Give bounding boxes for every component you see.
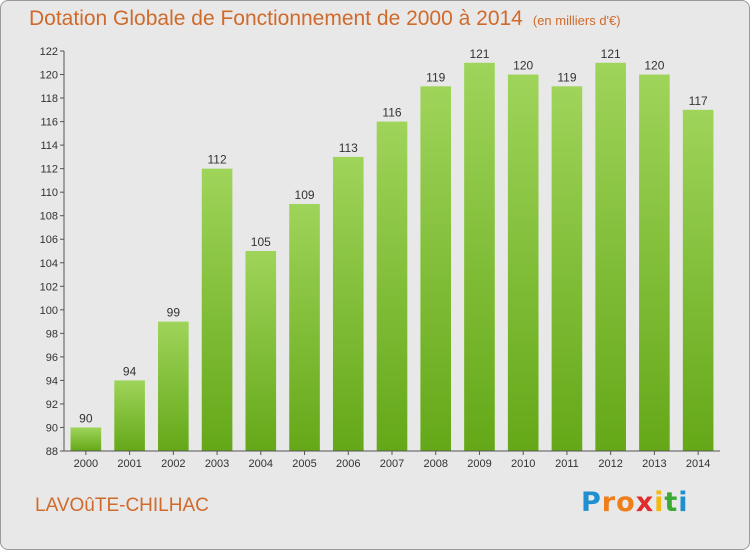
x-tick-label-2008: 2008 [423, 458, 447, 470]
data-label-2005: 109 [295, 188, 315, 202]
x-tick-label-2011: 2011 [555, 458, 579, 470]
x-tick-label-2001: 2001 [117, 458, 141, 470]
x-tick-label-2009: 2009 [467, 458, 491, 470]
data-label-2002: 99 [167, 306, 181, 320]
x-tick-label-2004: 2004 [249, 458, 273, 470]
y-tick-label: 102 [40, 281, 58, 293]
y-tick-label: 92 [46, 399, 58, 411]
bar-2013 [639, 74, 670, 451]
y-tick-label: 96 [46, 352, 58, 364]
x-axis: 2000 2001 2002 2003 2004 2005 2006 2007 2008 2009… [64, 450, 720, 470]
data-label-2013: 120 [644, 59, 664, 73]
commune-name: LAVOûTE-CHILHAC [35, 495, 209, 516]
bar-2011 [551, 86, 583, 451]
logo-letter: x [635, 487, 655, 518]
bar-2003 [201, 168, 233, 451]
logo-letter: i [654, 487, 665, 518]
bar-2009 [464, 62, 495, 451]
y-tick-label: 106 [40, 234, 58, 246]
data-label-2001: 94 [123, 364, 137, 378]
bar-2007 [376, 121, 408, 452]
bar-2014 [682, 109, 714, 451]
logo-letter: o [616, 487, 636, 518]
x-tick-label-2003: 2003 [205, 458, 229, 470]
y-tick-label: 88 [46, 446, 58, 458]
data-label-2009: 121 [469, 47, 489, 61]
x-tick-label-2010: 2010 [511, 458, 535, 470]
data-label-2012: 121 [601, 47, 621, 61]
bar-2001 [114, 380, 145, 451]
y-axis: 88 90 92 94 96 98 100 102 104 106 108 110 112 114 116 1… [40, 46, 65, 458]
bars: 90 94 99 112 105 109 113 116 119 121 120 119 121 120 1… [70, 47, 714, 452]
x-tick-label-2005: 2005 [292, 458, 316, 470]
bar-2006 [332, 156, 364, 451]
y-tick-label: 110 [40, 187, 58, 199]
bar-2004 [245, 251, 277, 451]
bar-2000 [70, 427, 102, 451]
logo-letter: P [581, 487, 602, 518]
bar-2008 [420, 86, 452, 451]
bar-2002 [158, 321, 189, 451]
logo-letter: t [664, 487, 679, 518]
chart-title: Dotation Globale de Fonctionnement de 20… [29, 7, 621, 31]
x-tick-label-2007: 2007 [380, 458, 404, 470]
data-label-2010: 120 [513, 59, 533, 73]
x-tick-label-2013: 2013 [642, 458, 666, 470]
y-tick-label: 94 [46, 375, 58, 387]
data-label-2008: 119 [426, 70, 445, 84]
y-tick-label: 112 [40, 164, 58, 176]
x-tick-label-2002: 2002 [161, 458, 185, 470]
y-tick-label: 100 [40, 305, 58, 317]
y-tick-label: 120 [40, 70, 58, 82]
x-tick-label-2006: 2006 [336, 458, 360, 470]
proxiti-logo[interactable]: Proxiti [581, 487, 689, 518]
y-tick-label: 118 [40, 93, 58, 105]
data-label-2006: 113 [339, 141, 358, 155]
data-label-2014: 117 [689, 94, 708, 108]
logo-letter: i [678, 487, 689, 518]
title-text: Dotation Globale de Fonctionnement de 20… [29, 7, 523, 30]
chart-subtitle: (en milliers d'€) [532, 13, 621, 28]
y-tick-label: 104 [40, 258, 58, 270]
data-label-2004: 105 [251, 235, 271, 249]
x-tick-label-2000: 2000 [74, 458, 98, 470]
y-tick-label: 116 [40, 117, 58, 129]
bar-2012 [595, 62, 626, 451]
data-label-2007: 116 [382, 106, 401, 120]
x-tick-label-2014: 2014 [686, 458, 710, 470]
bar-2010 [507, 74, 539, 451]
bar-2005 [289, 203, 320, 451]
y-tick-label: 108 [40, 211, 58, 223]
y-tick-label: 122 [40, 46, 58, 58]
data-label-2011: 119 [557, 70, 576, 84]
data-label-2000: 90 [79, 411, 93, 425]
y-tick-label: 114 [40, 140, 58, 152]
logo-letter: r [601, 487, 617, 518]
x-tick-label-2012: 2012 [598, 458, 622, 470]
data-label-2003: 112 [207, 153, 226, 167]
y-tick-label: 90 [46, 422, 58, 434]
y-tick-label: 98 [46, 328, 58, 340]
